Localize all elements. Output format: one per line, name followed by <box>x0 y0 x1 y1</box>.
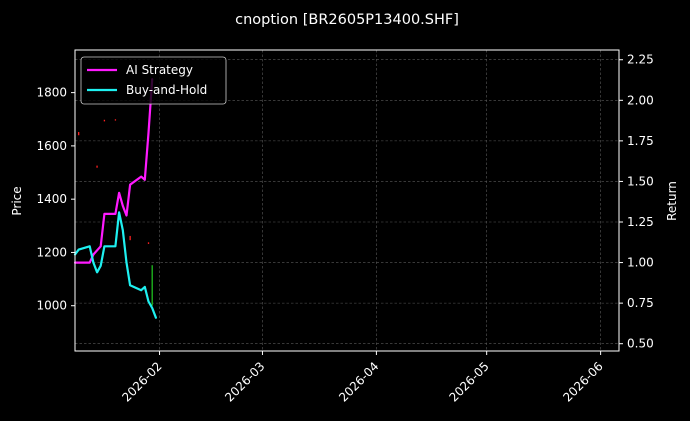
y2-tick-label: 2.25 <box>627 53 654 67</box>
legend: AI Strategy Buy-and-Hold <box>80 56 227 105</box>
y2-axis-label: Return <box>665 181 679 221</box>
x-tick-label: 2026-06 <box>560 359 605 404</box>
y-tick-label: 1400 <box>36 192 67 206</box>
legend-entry: Buy-and-Hold <box>126 83 207 97</box>
series-layer <box>73 78 157 319</box>
y2-tick-label: 1.00 <box>627 256 654 270</box>
y-tick-label: 1000 <box>36 299 67 313</box>
y2-tick-label: 1.25 <box>627 215 654 229</box>
legend-entry: AI Strategy <box>126 63 193 77</box>
chart-title: cnoption [BR2605P13400.SHF] <box>235 12 459 28</box>
series-line-buy-and-hold <box>73 211 157 319</box>
plot-frame <box>74 49 620 352</box>
series-line-ai-strategy <box>73 78 154 264</box>
y-tick-label: 1600 <box>36 139 67 153</box>
x-tick-label: 2026-04 <box>336 359 381 404</box>
y-tick-label: 1800 <box>36 86 67 100</box>
grid-lines <box>75 50 619 351</box>
legend-box <box>80 56 227 105</box>
y2-tick-label: 1.50 <box>627 174 654 188</box>
y2-tick-label: 0.50 <box>627 337 654 351</box>
x-tick-label: 2026-02 <box>119 359 164 404</box>
y2-tick-label: 1.75 <box>627 134 654 148</box>
y-axis-label: Price <box>10 186 24 215</box>
y2-tick-label: 0.75 <box>627 296 654 310</box>
x-tick-label: 2026-05 <box>446 359 491 404</box>
y-tick-label: 1200 <box>36 245 67 259</box>
x-tick-label: 2026-03 <box>222 359 267 404</box>
axes: 2026-02 2026-03 2026-04 2026-05 2026-06 0.50 0… <box>36 53 653 405</box>
y2-tick-label: 2.00 <box>627 93 654 107</box>
